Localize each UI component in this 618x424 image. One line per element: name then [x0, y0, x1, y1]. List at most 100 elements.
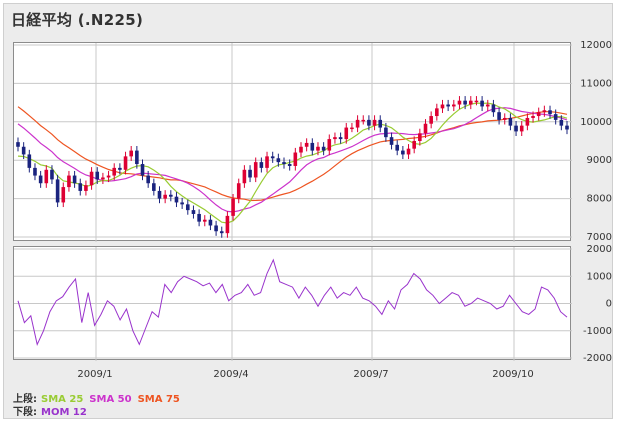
candle-body — [44, 169, 49, 184]
legend-item: SMA 25 — [41, 394, 84, 405]
candle-body — [270, 156, 275, 159]
candle-body — [310, 142, 315, 151]
candle-body — [27, 154, 32, 168]
candle-body — [140, 164, 145, 176]
candle-body — [67, 175, 71, 188]
candle-body — [514, 125, 518, 132]
y-tick-label: -2000 — [583, 353, 612, 364]
sma-50-line — [17, 107, 568, 213]
candle-body — [276, 158, 281, 163]
candle-body — [225, 215, 230, 234]
legend-item: SMA 75 — [137, 394, 180, 405]
candle-body — [321, 146, 326, 151]
candle-body — [106, 175, 111, 178]
candle-body — [327, 139, 332, 151]
upper-chart-svg — [14, 43, 572, 242]
candle-body — [372, 119, 377, 126]
candle-body — [440, 104, 445, 109]
candle-body — [412, 141, 416, 149]
legend-label: 下段: — [13, 407, 37, 418]
candle-body — [480, 100, 484, 107]
candle-body — [338, 137, 343, 140]
candle-body — [457, 100, 462, 105]
candle-body — [542, 110, 547, 113]
candle-body — [361, 119, 366, 122]
candle-body — [491, 104, 496, 113]
y-tick-label: 1000 — [587, 271, 612, 282]
candle-body — [146, 175, 150, 184]
candle-body — [191, 210, 196, 214]
x-tick-label: 2009/7 — [353, 369, 388, 380]
candle-body — [519, 125, 524, 132]
candle-body — [536, 112, 541, 117]
candle-body — [287, 164, 292, 166]
candle-body — [304, 142, 309, 147]
candle-body — [378, 119, 383, 128]
y-tick-label: 12000 — [580, 40, 612, 51]
candle-body — [395, 144, 400, 151]
candle-body — [185, 204, 190, 211]
candle-body — [253, 162, 258, 178]
sma-75-line — [17, 106, 568, 202]
candle-body — [485, 104, 490, 107]
axis-labels-layer: 120001100010000900080007000200010000-100… — [77, 40, 612, 380]
sma-25-line — [17, 102, 568, 224]
candle-body — [33, 167, 37, 176]
candle-body — [101, 177, 105, 180]
candle-body — [435, 108, 439, 117]
candle-body — [406, 148, 411, 155]
candle-body — [259, 162, 264, 168]
y-tick-label: -1000 — [583, 326, 612, 337]
y-tick-label: 11000 — [580, 78, 612, 89]
candle-body — [135, 150, 139, 165]
y-tick-label: 10000 — [580, 117, 612, 128]
candle-body — [84, 185, 88, 191]
candle-body — [169, 194, 173, 197]
candle-body — [384, 127, 388, 138]
candle-body — [236, 183, 241, 199]
lower-chart-svg — [14, 247, 572, 361]
candle-body — [468, 100, 473, 105]
candle-body — [401, 150, 405, 155]
candle-body — [197, 213, 201, 222]
candle-body — [452, 104, 456, 107]
candle-body — [163, 194, 167, 199]
candle-body — [548, 110, 552, 115]
candle-body — [559, 119, 564, 126]
candle-body — [423, 123, 428, 134]
candle-body — [21, 146, 26, 155]
candle-body — [389, 137, 394, 145]
candle-body — [299, 146, 303, 153]
candle-body — [219, 231, 224, 234]
candle-body — [152, 183, 156, 191]
candle-body — [474, 100, 479, 103]
chart-title: 日経平均 (.N225) — [11, 11, 144, 29]
candle-body — [265, 156, 269, 168]
y-tick-label: 9000 — [587, 155, 612, 166]
mom-12-line — [17, 258, 568, 346]
candle-body — [497, 112, 501, 120]
candle-body — [118, 167, 122, 170]
chart-frame: 日経平均 (.N225) 12000 11000 10000 9000 8000 7000… — [3, 3, 613, 419]
y-tick-label: 7000 — [587, 232, 612, 243]
legend-lower: 下段: MOM 12 — [13, 403, 93, 418]
lower-plot-area — [13, 246, 572, 361]
candle-body — [174, 196, 179, 203]
candle-body — [446, 104, 450, 107]
candle-body — [214, 225, 218, 232]
candle-body — [553, 114, 558, 120]
candle-body — [129, 150, 133, 157]
candle-body — [344, 127, 349, 140]
legend-item: SMA 50 — [89, 394, 132, 405]
candle-body — [242, 169, 247, 184]
candle-body — [316, 146, 320, 151]
candle-body — [202, 219, 207, 222]
y-tick-label: 2000 — [587, 244, 612, 255]
y-tick-label: 0 — [606, 299, 612, 310]
legend-item: MOM 12 — [41, 407, 87, 418]
candle-body — [89, 171, 94, 186]
legend-label: 上段: — [13, 394, 37, 405]
candle-body — [282, 162, 286, 165]
candle-body — [429, 116, 433, 124]
candle-body — [248, 169, 252, 178]
